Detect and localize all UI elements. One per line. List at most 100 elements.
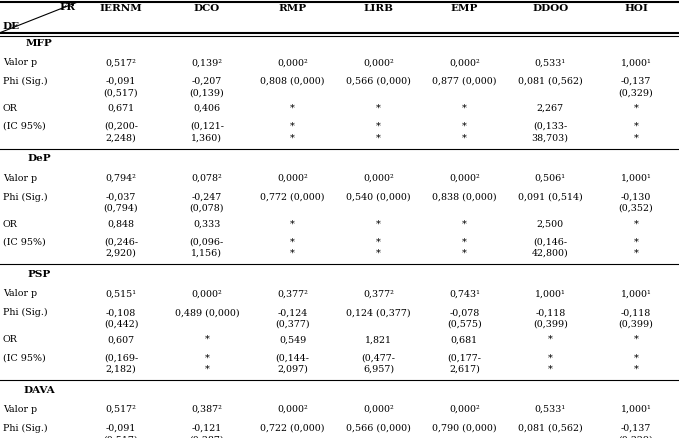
Text: 0,794²: 0,794² xyxy=(105,174,136,183)
Text: -0,118: -0,118 xyxy=(535,308,566,317)
Text: -0,137: -0,137 xyxy=(621,77,651,86)
Text: -0,091: -0,091 xyxy=(106,424,136,433)
Text: *: * xyxy=(634,249,638,258)
Text: *: * xyxy=(634,335,638,344)
Text: 1,821: 1,821 xyxy=(365,335,392,344)
Text: *: * xyxy=(462,133,467,142)
Text: 0,091 (0,514): 0,091 (0,514) xyxy=(518,193,583,201)
Text: DeP: DeP xyxy=(27,154,51,163)
Text: Valor p: Valor p xyxy=(3,58,37,67)
Text: (0,517): (0,517) xyxy=(104,88,139,97)
Text: 0,000²: 0,000² xyxy=(277,174,308,183)
Text: Phi (Sig.): Phi (Sig.) xyxy=(3,193,48,201)
Text: *: * xyxy=(634,219,638,229)
Text: 0,387²: 0,387² xyxy=(191,405,222,414)
Text: DAVA: DAVA xyxy=(23,385,55,395)
Text: *: * xyxy=(376,104,381,113)
Text: -0,207: -0,207 xyxy=(191,77,222,86)
Text: *: * xyxy=(376,122,381,131)
Text: PSP: PSP xyxy=(27,270,51,279)
Text: (0,575): (0,575) xyxy=(447,319,482,328)
Text: *: * xyxy=(290,104,295,113)
Text: 0,000²: 0,000² xyxy=(191,290,222,298)
Text: *: * xyxy=(634,364,638,374)
Text: (0,133-: (0,133- xyxy=(533,122,568,131)
Text: HOI: HOI xyxy=(624,4,648,13)
Text: OR: OR xyxy=(3,104,18,113)
Text: -0,124: -0,124 xyxy=(278,308,308,317)
Text: 1,156): 1,156) xyxy=(191,249,222,258)
Text: Valor p: Valor p xyxy=(3,405,37,414)
Text: (0,399): (0,399) xyxy=(533,319,568,328)
Text: *: * xyxy=(462,104,467,113)
Text: *: * xyxy=(462,219,467,229)
Text: *: * xyxy=(548,353,553,362)
Text: 0,506¹: 0,506¹ xyxy=(535,174,566,183)
Text: -0,108: -0,108 xyxy=(106,308,136,317)
Text: 0,406: 0,406 xyxy=(194,104,221,113)
Text: *: * xyxy=(634,353,638,362)
Text: 0,333: 0,333 xyxy=(193,219,221,229)
Text: 0,549: 0,549 xyxy=(279,335,306,344)
Text: *: * xyxy=(462,122,467,131)
Text: (0,352): (0,352) xyxy=(619,204,653,213)
Text: *: * xyxy=(634,122,638,131)
Text: *: * xyxy=(634,237,638,247)
Text: -0,130: -0,130 xyxy=(621,193,651,201)
Text: *: * xyxy=(290,219,295,229)
Text: 0,533¹: 0,533¹ xyxy=(534,405,566,414)
Text: *: * xyxy=(290,122,295,131)
Text: 2,248): 2,248) xyxy=(106,133,136,142)
Text: 0,000²: 0,000² xyxy=(363,58,394,67)
Text: *: * xyxy=(290,133,295,142)
Text: 0,517²: 0,517² xyxy=(105,58,136,67)
Text: *: * xyxy=(204,335,209,344)
Text: LIRB: LIRB xyxy=(363,4,394,13)
Text: *: * xyxy=(462,249,467,258)
Text: 42,800): 42,800) xyxy=(532,249,568,258)
Text: (0,144-: (0,144- xyxy=(276,353,310,362)
Text: (0,329): (0,329) xyxy=(619,88,653,97)
Text: -0,091: -0,091 xyxy=(106,77,136,86)
Text: FR: FR xyxy=(60,4,76,12)
Text: (IC 95%): (IC 95%) xyxy=(3,237,45,247)
Text: (0,121-: (0,121- xyxy=(190,122,224,131)
Text: 0,000²: 0,000² xyxy=(449,58,480,67)
Text: 0,533¹: 0,533¹ xyxy=(534,58,566,67)
Text: (0,377): (0,377) xyxy=(276,319,310,328)
Text: (0,096-: (0,096- xyxy=(189,237,224,247)
Text: (0,477-: (0,477- xyxy=(361,353,396,362)
Text: (0,146-: (0,146- xyxy=(533,237,567,247)
Text: *: * xyxy=(548,364,553,374)
Text: OR: OR xyxy=(3,335,18,344)
Text: 0,081 (0,562): 0,081 (0,562) xyxy=(518,424,583,433)
Text: 0,489 (0,000): 0,489 (0,000) xyxy=(175,308,239,317)
Text: 38,703): 38,703) xyxy=(532,133,569,142)
Text: -0,121: -0,121 xyxy=(191,424,222,433)
Text: 0,139²: 0,139² xyxy=(191,58,222,67)
Text: (0,399): (0,399) xyxy=(619,319,653,328)
Text: -0,118: -0,118 xyxy=(621,308,651,317)
Text: *: * xyxy=(290,237,295,247)
Text: (IC 95%): (IC 95%) xyxy=(3,353,45,362)
Text: 0,000²: 0,000² xyxy=(449,405,480,414)
Text: 1,000¹: 1,000¹ xyxy=(535,290,566,298)
Text: EMP: EMP xyxy=(451,4,478,13)
Text: -0,037: -0,037 xyxy=(106,193,136,201)
Text: *: * xyxy=(548,335,553,344)
Text: (0,329): (0,329) xyxy=(619,435,653,438)
Text: 0,790 (0,000): 0,790 (0,000) xyxy=(432,424,497,433)
Text: 0,517²: 0,517² xyxy=(105,405,136,414)
Text: 0,838 (0,000): 0,838 (0,000) xyxy=(432,193,497,201)
Text: *: * xyxy=(634,104,638,113)
Text: 0,515¹: 0,515¹ xyxy=(105,290,136,298)
Text: 0,540 (0,000): 0,540 (0,000) xyxy=(346,193,411,201)
Text: *: * xyxy=(634,133,638,142)
Text: *: * xyxy=(376,133,381,142)
Text: 0,772 (0,000): 0,772 (0,000) xyxy=(261,193,325,201)
Text: *: * xyxy=(290,249,295,258)
Text: (0,794): (0,794) xyxy=(104,204,139,213)
Text: 0,078²: 0,078² xyxy=(191,174,222,183)
Text: 0,877 (0,000): 0,877 (0,000) xyxy=(432,77,496,86)
Text: 2,182): 2,182) xyxy=(106,364,136,374)
